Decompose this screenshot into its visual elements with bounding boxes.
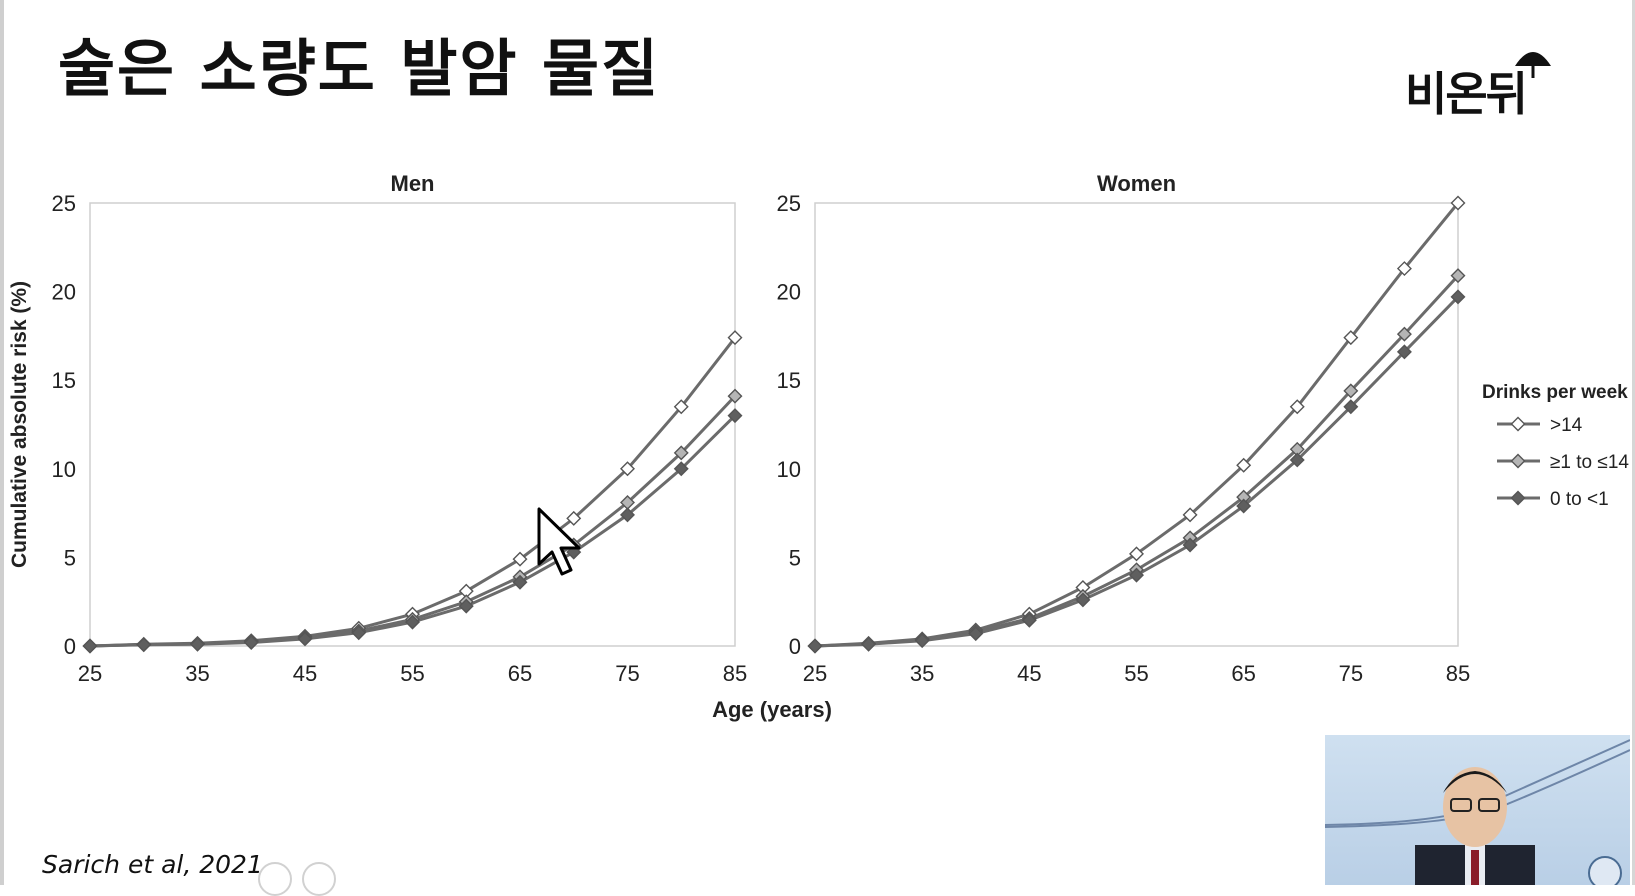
y-tick-label: 15 — [52, 368, 76, 393]
data-point — [297, 631, 313, 647]
x-tick-label: 75 — [615, 661, 639, 686]
legend-marker — [1510, 490, 1526, 506]
series-line — [814, 295, 1460, 648]
x-tick-label: 55 — [1124, 661, 1148, 686]
series-line — [814, 274, 1460, 648]
data-point — [82, 638, 98, 654]
slide-title: 술은 소량도 발암 물질 — [58, 32, 661, 105]
presenter-webcam-overlay — [1325, 735, 1630, 885]
x-tick-label: 65 — [508, 661, 532, 686]
citation: Sarich et al, 2021 — [42, 850, 263, 879]
y-tick-label: 25 — [777, 191, 801, 216]
data-point — [1396, 261, 1412, 277]
data-point — [1021, 612, 1037, 628]
y-tick-label: 25 — [52, 191, 76, 216]
data-point — [458, 598, 474, 614]
data-point — [727, 330, 743, 346]
data-point — [1450, 268, 1466, 284]
legend-label: 0 to <1 — [1550, 489, 1609, 510]
mouse-pointer-icon — [536, 506, 586, 580]
x-tick-label: 55 — [400, 661, 424, 686]
data-point — [1182, 507, 1198, 523]
data-point — [1343, 330, 1359, 346]
data-point — [243, 634, 259, 650]
data-point — [1129, 546, 1144, 562]
data-point — [1396, 344, 1412, 360]
toolbar-button[interactable] — [258, 862, 292, 896]
x-tick-label: 85 — [723, 661, 747, 686]
x-tick-label: 25 — [78, 661, 102, 686]
presentation-toolbar — [258, 862, 336, 896]
data-point — [1182, 537, 1198, 553]
data-point — [1396, 326, 1412, 342]
data-point — [620, 461, 635, 477]
data-point — [1236, 498, 1252, 514]
chart-title: Men — [391, 171, 435, 196]
chart-title: Women — [1097, 171, 1176, 196]
brand-logo-text: 비온뒤 — [1405, 67, 1528, 121]
data-point — [673, 461, 689, 477]
data-point — [1129, 567, 1144, 583]
x-axis-label: Age (years) — [712, 697, 832, 722]
data-point — [673, 399, 689, 415]
y-axis-label: Cumulative absolute risk (%) — [8, 281, 31, 568]
y-tick-label: 10 — [52, 457, 76, 482]
data-point — [1236, 457, 1252, 473]
x-tick-label: 35 — [185, 661, 209, 686]
x-tick-label: 45 — [1017, 661, 1041, 686]
y-tick-label: 20 — [52, 280, 76, 305]
y-tick-label: 15 — [777, 368, 801, 393]
data-point — [1450, 195, 1466, 211]
window-right-edge — [1632, 0, 1635, 885]
data-point — [727, 408, 743, 424]
umbrella-icon — [1515, 52, 1551, 78]
data-point — [136, 637, 152, 653]
y-tick-label: 20 — [777, 280, 801, 305]
toolbar-button[interactable] — [302, 862, 336, 896]
x-tick-label: 25 — [803, 661, 827, 686]
data-point — [1450, 289, 1466, 305]
data-point — [673, 445, 689, 461]
y-tick-label: 5 — [64, 545, 76, 570]
data-point — [1343, 399, 1359, 415]
data-point — [620, 507, 635, 523]
data-point — [1343, 383, 1359, 399]
plot-frame — [814, 202, 1459, 647]
legend-label: ≥1 to ≤14 — [1550, 452, 1629, 473]
data-point — [512, 574, 528, 590]
data-point — [807, 638, 823, 654]
data-point — [351, 625, 367, 641]
data-point — [1289, 452, 1305, 468]
plot-frame — [89, 202, 736, 647]
x-tick-label: 65 — [1231, 661, 1255, 686]
data-point — [968, 626, 984, 642]
data-point — [190, 636, 205, 652]
data-point — [914, 633, 930, 649]
legend-marker — [1510, 453, 1526, 469]
brand-logo: 비온뒤 — [1405, 42, 1555, 122]
window-left-edge — [0, 0, 4, 885]
data-point — [727, 388, 743, 404]
data-point — [566, 510, 582, 526]
data-point — [1289, 399, 1305, 415]
legend-marker — [1510, 416, 1526, 432]
data-point — [512, 551, 528, 567]
data-point — [405, 614, 420, 630]
x-tick-label: 45 — [293, 661, 317, 686]
y-tick-label: 0 — [64, 634, 76, 659]
y-tick-label: 0 — [789, 634, 801, 659]
x-tick-label: 85 — [1446, 661, 1470, 686]
x-tick-label: 75 — [1339, 661, 1363, 686]
data-point — [1075, 592, 1091, 608]
y-tick-label: 10 — [777, 457, 801, 482]
legend-label: >14 — [1550, 415, 1583, 436]
legend-title: Drinks per week — [1482, 382, 1628, 403]
x-tick-label: 35 — [910, 661, 934, 686]
data-point — [861, 636, 877, 652]
y-tick-label: 5 — [789, 545, 801, 570]
